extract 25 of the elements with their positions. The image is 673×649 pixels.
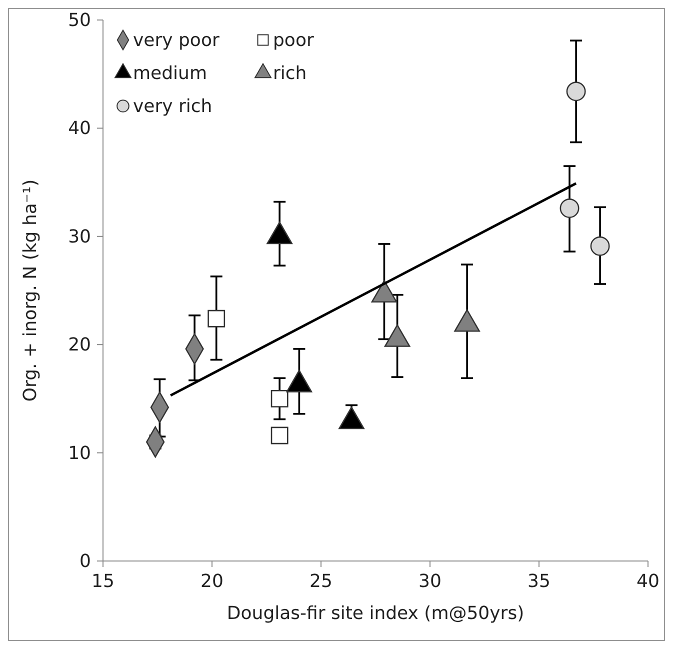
legend-label: rich [273,63,307,84]
y-axis-title: Org. + inorg. N (kg ha⁻¹) [20,179,41,402]
point [208,310,226,328]
y-tick-label: 0 [80,551,91,572]
point [270,426,288,444]
legend-label: poor [273,30,314,51]
x-tick-label: 40 [636,571,660,592]
x-tick-label: 25 [310,571,332,592]
point [560,198,580,218]
legend-label: very rich [133,96,212,117]
x-tick-label: 15 [92,571,114,592]
legend-label: medium [133,63,207,84]
legend-label: very poor [133,30,220,51]
x-tick-label: 20 [200,571,224,592]
y-tick-label: 40 [68,118,91,140]
y-tick-label: 20 [68,334,91,356]
point [566,82,586,102]
y-tick-label: 30 [68,226,91,248]
x-axis-title: Douglas-fir site index (m@50yrs) [226,603,524,624]
x-tick-label: 35 [528,571,550,592]
point [590,236,610,256]
y-tick-label: 50 [68,10,91,31]
x-tick-label: 30 [418,571,442,592]
y-tick-label: 10 [68,442,91,464]
point [270,390,288,408]
